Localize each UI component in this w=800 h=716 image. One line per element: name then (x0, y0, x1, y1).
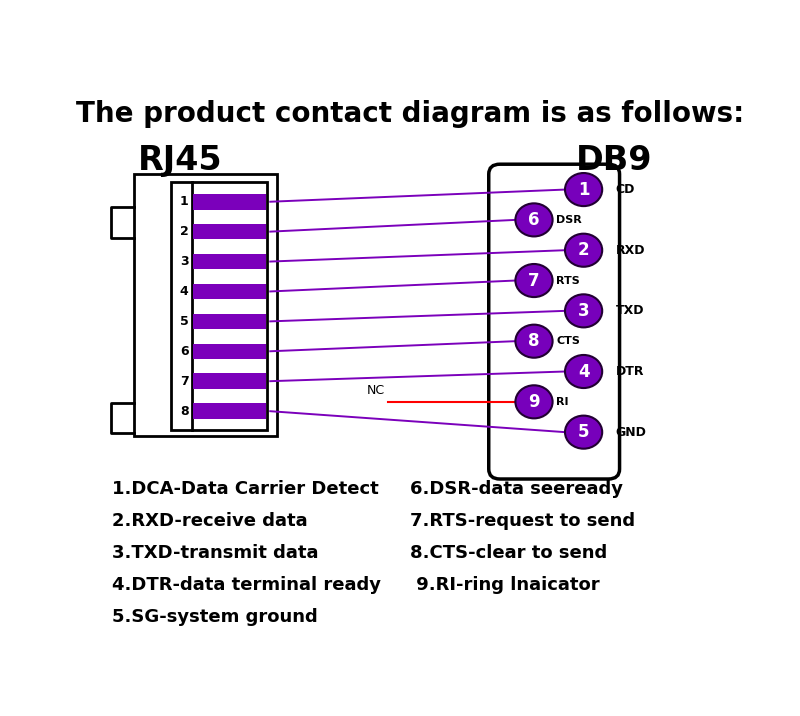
Circle shape (515, 324, 553, 358)
Text: 1: 1 (180, 195, 189, 208)
Circle shape (565, 173, 602, 206)
Bar (193, 194, 266, 210)
Text: 2: 2 (578, 241, 590, 259)
Text: CD: CD (616, 183, 635, 196)
Circle shape (565, 415, 602, 449)
Text: 3: 3 (180, 255, 189, 268)
Bar (193, 314, 266, 329)
Text: The product contact diagram is as follows:: The product contact diagram is as follow… (76, 100, 744, 127)
Text: 1.DCA-Data Carrier Detect: 1.DCA-Data Carrier Detect (112, 480, 379, 498)
Text: 4.DTR-data terminal ready: 4.DTR-data terminal ready (112, 576, 382, 594)
Bar (193, 374, 266, 389)
Bar (134, 174, 277, 436)
Text: RJ45: RJ45 (138, 144, 223, 177)
Text: DB9: DB9 (576, 144, 653, 177)
Bar (193, 403, 266, 419)
Text: 9: 9 (528, 393, 540, 411)
Bar (193, 253, 266, 269)
Text: 2: 2 (180, 225, 189, 238)
Text: 3: 3 (578, 302, 590, 320)
Circle shape (515, 264, 553, 297)
Text: 2.RXD-receive data: 2.RXD-receive data (112, 512, 308, 530)
Text: 7: 7 (180, 374, 189, 388)
Text: 5: 5 (578, 423, 590, 441)
Text: 6: 6 (180, 345, 189, 358)
Bar (193, 344, 266, 359)
Text: 7: 7 (528, 271, 540, 289)
Text: NC: NC (367, 384, 386, 397)
Text: 4: 4 (578, 362, 590, 380)
Text: 8: 8 (528, 332, 540, 350)
Text: 9.RI-ring lnaicator: 9.RI-ring lnaicator (410, 576, 600, 594)
Text: DTR: DTR (616, 365, 644, 378)
Text: DSR: DSR (556, 215, 582, 225)
Text: 6: 6 (528, 211, 540, 229)
Text: 8: 8 (180, 405, 189, 417)
Text: 5.SG-system ground: 5.SG-system ground (112, 608, 318, 626)
Circle shape (515, 203, 553, 236)
Circle shape (515, 385, 553, 418)
Bar (171, 183, 267, 430)
Text: 1: 1 (578, 180, 590, 198)
Text: TXD: TXD (616, 304, 644, 317)
Circle shape (565, 294, 602, 327)
Text: GND: GND (616, 425, 646, 439)
Text: 8.CTS-clear to send: 8.CTS-clear to send (410, 544, 607, 562)
Text: 3.TXD-transmit data: 3.TXD-transmit data (112, 544, 319, 562)
Text: 6.DSR-data seeready: 6.DSR-data seeready (410, 480, 623, 498)
Circle shape (565, 355, 602, 388)
Bar (193, 224, 266, 239)
Bar (193, 284, 266, 299)
Text: RI: RI (556, 397, 569, 407)
Text: 5: 5 (180, 315, 189, 328)
Text: 4: 4 (180, 285, 189, 298)
FancyBboxPatch shape (489, 164, 619, 479)
Text: 7.RTS-request to send: 7.RTS-request to send (410, 512, 635, 530)
Text: RXD: RXD (616, 243, 646, 257)
Text: RTS: RTS (556, 276, 580, 286)
Text: CTS: CTS (556, 337, 580, 346)
Circle shape (565, 233, 602, 267)
